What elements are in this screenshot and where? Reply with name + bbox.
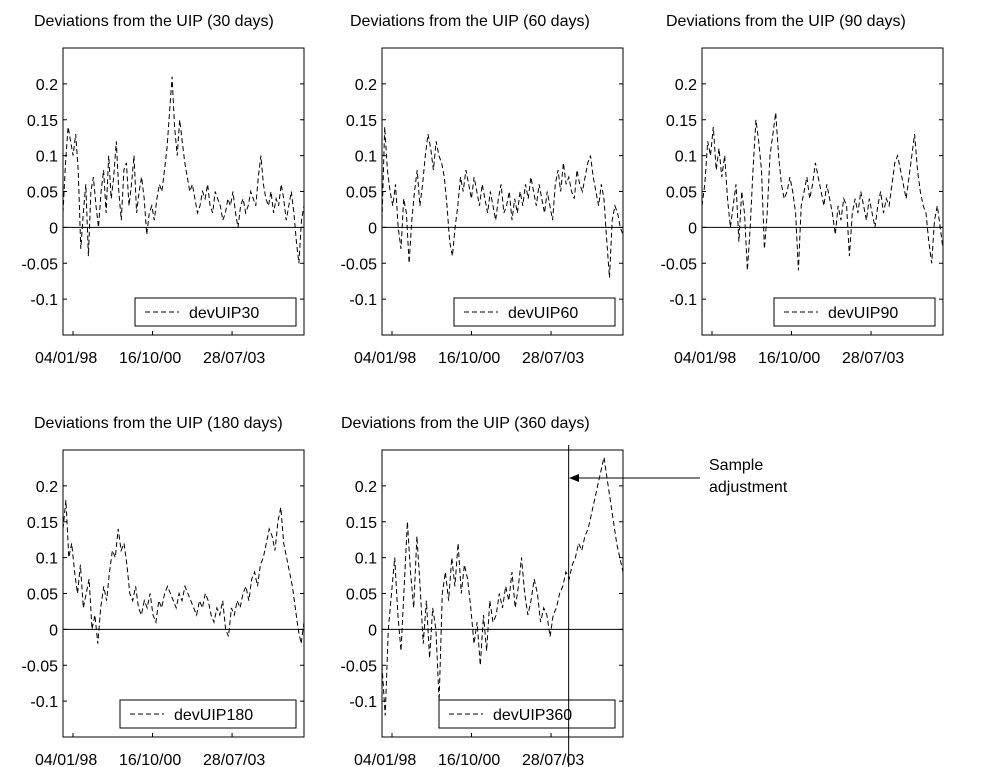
x-tick-label: 16/10/00 bbox=[438, 752, 500, 767]
y-tick-label: 0.2 bbox=[355, 77, 377, 94]
y-tick-label: 0.05 bbox=[346, 587, 377, 604]
series-line-devUIP90 bbox=[701, 112, 944, 271]
y-tick-label: 0.15 bbox=[346, 113, 377, 130]
y-tick-label: 0.1 bbox=[355, 551, 377, 568]
y-tick-label: 0 bbox=[688, 220, 697, 237]
annotation-line-1: Sample bbox=[709, 457, 763, 474]
chart-panel-5: Deviations from the UIP (360 days) 0.2 0.1… bbox=[341, 415, 624, 767]
chart-title: Deviations from the UIP (180 days) bbox=[34, 415, 283, 432]
legend-label: devUIP90 bbox=[828, 305, 898, 322]
annotation-line-2: adjustment bbox=[709, 479, 788, 496]
y-tick-label: 0 bbox=[368, 622, 377, 639]
y-tick-label: 0 bbox=[368, 220, 377, 237]
plot-frame bbox=[381, 47, 624, 336]
chart-panel-4: Deviations from the UIP (180 days) 0.2 0.1… bbox=[22, 415, 305, 767]
y-tick-label: 0.15 bbox=[27, 515, 58, 532]
y-tick-label: 0.2 bbox=[675, 77, 697, 94]
legend-label: devUIP180 bbox=[174, 707, 253, 724]
y-tick-label: 0.15 bbox=[346, 515, 377, 532]
y-tick-label: 0 bbox=[49, 220, 58, 237]
y-tick-label: 0.1 bbox=[675, 149, 697, 166]
x-tick-label: 28/07/03 bbox=[842, 350, 904, 367]
x-tick-label: 16/10/00 bbox=[438, 350, 500, 367]
y-tick-label: 0.15 bbox=[666, 113, 697, 130]
x-tick-label: 04/01/98 bbox=[35, 350, 97, 367]
chart-title: Deviations from the UIP (360 days) bbox=[341, 415, 590, 432]
y-tick-label: 0.1 bbox=[36, 149, 58, 166]
chart-panel-2: Deviations from the UIP (60 days) 0.2 0.15… bbox=[341, 13, 624, 367]
legend-box bbox=[134, 297, 297, 327]
y-tick-label: -0.1 bbox=[669, 292, 697, 309]
chart-title: Deviations from the UIP (90 days) bbox=[666, 13, 906, 30]
y-tick-label: -0.05 bbox=[22, 256, 59, 273]
y-tick-label: 0.05 bbox=[27, 185, 58, 202]
x-tick-label: 16/10/00 bbox=[119, 350, 181, 367]
y-tick-label: -0.1 bbox=[349, 292, 377, 309]
x-tick-label: 28/07/03 bbox=[522, 752, 584, 767]
y-tick-label: -0.05 bbox=[341, 256, 378, 273]
plot-frame bbox=[62, 47, 305, 336]
y-tick-label: -0.1 bbox=[349, 694, 377, 711]
y-tick-label: 0.2 bbox=[355, 479, 377, 496]
y-tick-label: -0.1 bbox=[30, 292, 58, 309]
series-line-devUIP360 bbox=[381, 457, 624, 716]
plot-frame bbox=[701, 47, 944, 336]
sample-adjustment-annotation: Sample adjustment bbox=[569, 457, 788, 496]
legend-label: devUIP60 bbox=[508, 305, 578, 322]
chart-title: Deviations from the UIP (60 days) bbox=[350, 13, 590, 30]
y-tick-label: -0.05 bbox=[661, 256, 698, 273]
y-tick-label: 0.05 bbox=[27, 587, 58, 604]
series-line-devUIP30 bbox=[62, 76, 305, 264]
x-tick-label: 04/01/98 bbox=[354, 350, 416, 367]
plot-frame bbox=[381, 449, 624, 738]
x-tick-label: 28/07/03 bbox=[522, 350, 584, 367]
y-tick-label: 0 bbox=[49, 622, 58, 639]
legend-box bbox=[453, 297, 616, 327]
x-tick-label: 04/01/98 bbox=[354, 752, 416, 767]
y-tick-label: 0.1 bbox=[355, 149, 377, 166]
x-tick-label: 28/07/03 bbox=[203, 350, 265, 367]
x-tick-label: 04/01/98 bbox=[674, 350, 736, 367]
series-line-devUIP180 bbox=[62, 500, 305, 644]
y-tick-label: 0.05 bbox=[666, 185, 697, 202]
chart-panel-1: Deviations from the UIP (30 days) 0.2 0.15… bbox=[22, 13, 305, 367]
y-tick-label: 0.2 bbox=[36, 77, 58, 94]
y-tick-label: -0.05 bbox=[341, 658, 378, 675]
x-tick-label: 04/01/98 bbox=[35, 752, 97, 767]
x-tick-label: 16/10/00 bbox=[119, 752, 181, 767]
legend-label: devUIP30 bbox=[189, 305, 259, 322]
x-tick-label: 28/07/03 bbox=[203, 752, 265, 767]
y-tick-label: -0.05 bbox=[22, 658, 59, 675]
x-tick-label: 16/10/00 bbox=[758, 350, 820, 367]
y-tick-label: 0.05 bbox=[346, 185, 377, 202]
legend-label: devUIP360 bbox=[493, 707, 572, 724]
series-line-devUIP60 bbox=[381, 126, 624, 278]
y-tick-label: 0.2 bbox=[36, 479, 58, 496]
y-tick-label: -0.1 bbox=[30, 694, 58, 711]
y-tick-label: 0.15 bbox=[27, 113, 58, 130]
y-tick-label: 0.1 bbox=[36, 551, 58, 568]
chart-panel-3: Deviations from the UIP (90 days) 0.2 0.15… bbox=[661, 13, 944, 367]
chart-title: Deviations from the UIP (30 days) bbox=[34, 13, 274, 30]
